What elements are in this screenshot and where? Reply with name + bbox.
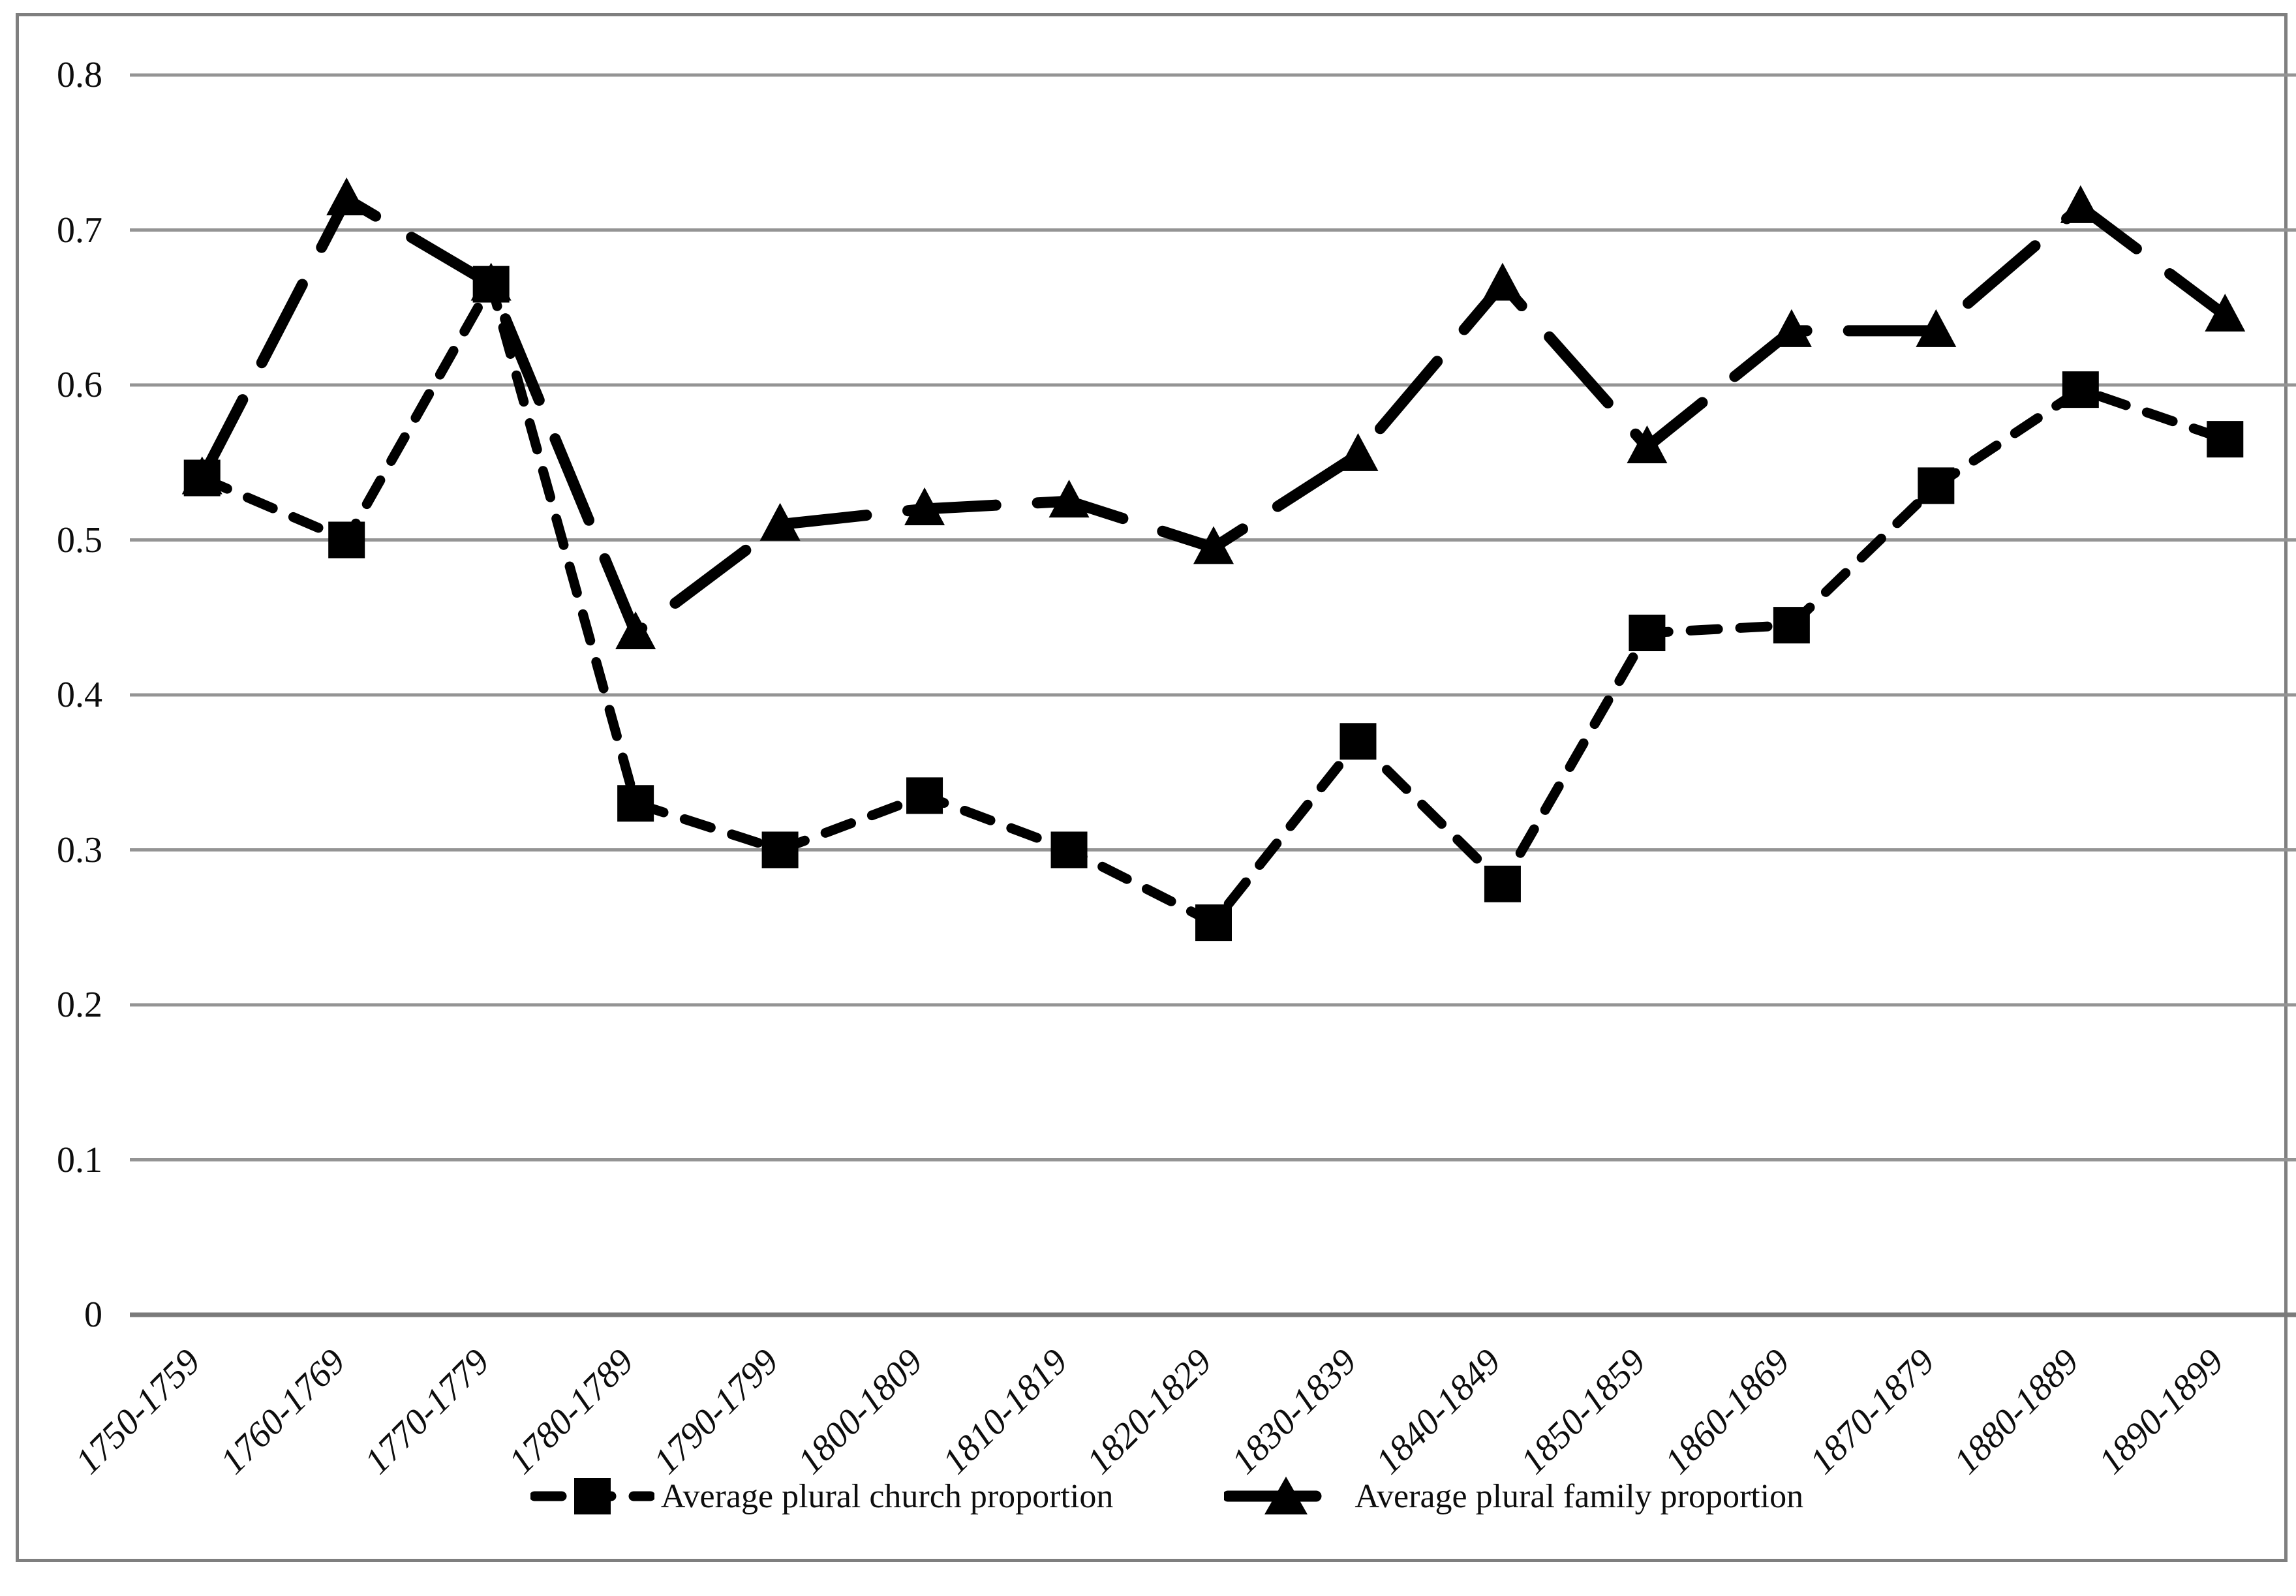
family-data-point-marker <box>1193 526 1234 564</box>
x-axis-tick-label: 1820-1829 <box>1079 1341 1220 1482</box>
x-axis-tick-label: 1870-1879 <box>1801 1341 1942 1482</box>
y-axis-tick-label: 0.2 <box>57 985 102 1025</box>
family-data-point-marker <box>2205 294 2246 332</box>
church-data-point-marker <box>183 459 221 497</box>
x-axis-tick-label: 1840-1849 <box>1368 1341 1509 1482</box>
church-data-point-marker <box>1773 607 1810 644</box>
plot-area <box>130 73 2296 1317</box>
church-data-point-marker <box>1195 904 1232 942</box>
family-data-point-marker <box>1482 262 1523 301</box>
church-data-point-marker <box>328 521 365 559</box>
family-data-point-marker <box>904 487 945 525</box>
y-axis-tick-label: 0 <box>84 1295 102 1335</box>
chart-figure: 0 0.1 0.2 0.3 0.4 0.5 0.6 0.7 0.8 1750-1759 1760-… <box>16 13 2296 1562</box>
church-series-line <box>197 279 2230 928</box>
legend-label-family: Average plural family proportion <box>1355 1477 1804 1515</box>
y-axis-tick-label: 0.1 <box>57 1139 102 1180</box>
y-axis-tick-label: 0.6 <box>57 365 102 405</box>
x-axis-tick-label: 1790-1799 <box>645 1341 787 1482</box>
family-data-point-marker <box>759 502 801 541</box>
family-data-point-marker <box>2060 185 2101 223</box>
family-data-point-marker <box>181 456 222 495</box>
family-series-line <box>196 193 2231 639</box>
legend-item-family: Average plural family proportion <box>1224 1475 1803 1517</box>
church-data-point-marker <box>1050 831 1088 868</box>
church-data-point-marker <box>1339 723 1377 760</box>
church-data-point-marker <box>2207 421 2244 458</box>
family-data-point-marker <box>1627 425 1668 463</box>
x-axis-tick-label: 1770-1779 <box>356 1341 498 1482</box>
church-data-point-marker <box>1629 615 1666 651</box>
y-axis-tick-label: 0.4 <box>57 675 102 715</box>
y-axis-tick-label: 0.7 <box>57 209 102 251</box>
church-data-point-marker <box>1484 865 1521 902</box>
x-axis-tick-label: 1750-1759 <box>67 1341 209 1482</box>
x-axis-tick-label: 1780-1789 <box>501 1341 642 1482</box>
family-data-point-marker <box>326 177 367 215</box>
church-data-point-marker <box>2062 371 2099 408</box>
church-data-point-marker <box>617 785 654 822</box>
y-axis-tick-label: 0.8 <box>57 55 102 95</box>
family-data-point-marker <box>1916 309 1957 347</box>
family-data-point-marker <box>1338 433 1379 471</box>
x-axis-tick-label: 1830-1839 <box>1223 1341 1365 1482</box>
x-axis-tick-label: 1860-1869 <box>1657 1341 1798 1482</box>
church-series-swatch-icon <box>530 1478 654 1514</box>
church-data-point-marker <box>1918 467 1955 504</box>
church-data-point-marker <box>472 266 510 303</box>
family-series-swatch-icon <box>1224 1477 1349 1514</box>
x-axis-tick-label: 1810-1819 <box>934 1341 1076 1482</box>
legend-item-church: Average plural church proportion <box>530 1475 1114 1517</box>
x-axis-tick-label: 1760-1769 <box>212 1341 353 1482</box>
legend-label-church: Average plural church proportion <box>660 1477 1114 1515</box>
church-data-point-marker <box>761 831 799 868</box>
y-axis-tick-label: 0.5 <box>57 519 102 560</box>
family-data-point-marker <box>615 611 656 649</box>
legend: Average plural church proportion Average… <box>19 1475 2296 1517</box>
family-data-point-marker <box>470 262 512 301</box>
church-data-point-marker <box>906 777 943 814</box>
family-data-point-marker <box>1771 309 1812 347</box>
x-axis-tick-label: 1880-1889 <box>1946 1341 2087 1482</box>
x-axis-tick-label: 1850-1859 <box>1512 1341 1653 1482</box>
family-data-point-marker <box>1049 480 1090 518</box>
x-axis-tick-label: 1800-1809 <box>790 1341 931 1482</box>
y-axis-tick-label: 0.3 <box>57 829 102 870</box>
x-axis-tick-label: 1890-1899 <box>2090 1341 2231 1482</box>
